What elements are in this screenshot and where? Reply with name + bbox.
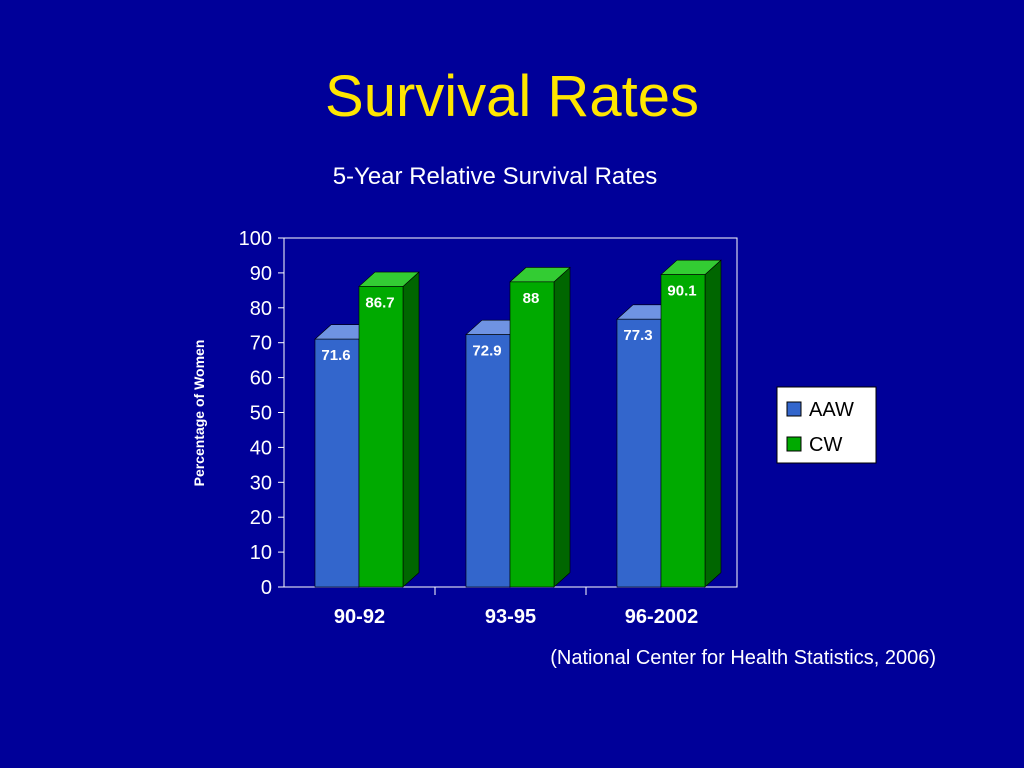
data-label: 88 bbox=[523, 290, 540, 307]
y-tick-label: 50 bbox=[250, 403, 272, 425]
bar-side bbox=[402, 271, 420, 588]
bar bbox=[660, 274, 706, 588]
bar bbox=[314, 338, 360, 588]
bar-side bbox=[704, 259, 722, 588]
x-tick-label: 96-2002 bbox=[625, 606, 698, 628]
data-label: 77.3 bbox=[623, 327, 652, 344]
y-tick-label: 100 bbox=[239, 228, 272, 250]
citation: (National Center for Health Statistics, … bbox=[550, 647, 936, 669]
y-tick-label: 20 bbox=[250, 507, 272, 529]
y-tick-label: 70 bbox=[250, 333, 272, 355]
bar bbox=[358, 286, 404, 588]
bar bbox=[465, 334, 511, 588]
legend-swatch bbox=[786, 436, 802, 452]
bar-side bbox=[553, 266, 571, 588]
legend-swatch bbox=[786, 401, 802, 417]
y-tick-label: 0 bbox=[261, 577, 272, 599]
x-tick-label: 93-95 bbox=[485, 606, 536, 628]
slide-title: Survival Rates bbox=[325, 64, 699, 129]
legend-label: CW bbox=[809, 434, 842, 456]
data-label: 72.9 bbox=[472, 343, 501, 360]
bar bbox=[616, 318, 662, 588]
y-tick-label: 10 bbox=[250, 542, 272, 564]
data-label: 71.6 bbox=[321, 347, 350, 364]
y-tick-label: 40 bbox=[250, 437, 272, 459]
x-tick-label: 90-92 bbox=[334, 606, 385, 628]
data-label: 86.7 bbox=[365, 294, 394, 311]
y-tick-label: 60 bbox=[250, 368, 272, 390]
data-label: 90.1 bbox=[667, 283, 696, 300]
legend-label: AAW bbox=[809, 399, 854, 421]
y-tick-label: 80 bbox=[250, 298, 272, 320]
y-tick-label: 90 bbox=[250, 263, 272, 285]
chart-title: 5-Year Relative Survival Rates bbox=[332, 163, 658, 190]
bar bbox=[509, 281, 555, 588]
y-tick-label: 30 bbox=[250, 472, 272, 494]
y-axis-label: Percentage of Women bbox=[191, 340, 207, 487]
